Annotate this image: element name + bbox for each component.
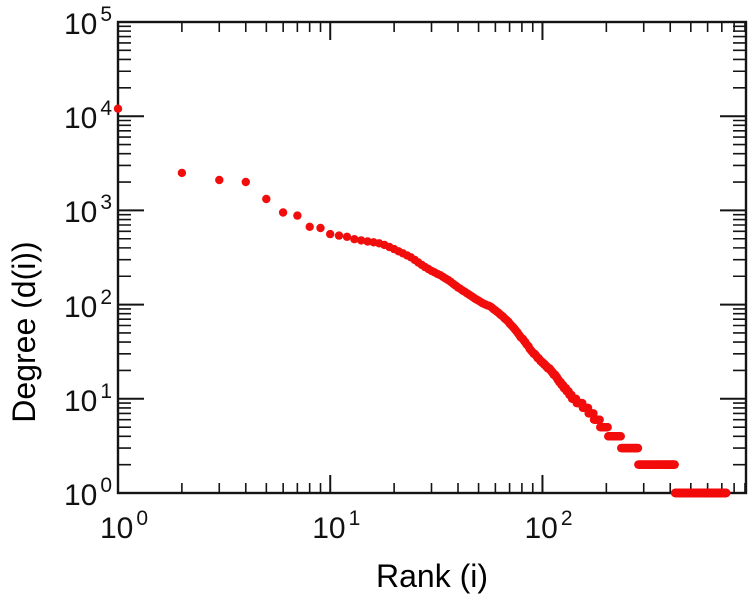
data-point bbox=[113, 104, 123, 113]
data-series-degree bbox=[113, 104, 731, 498]
data-point bbox=[603, 423, 612, 432]
data-point bbox=[357, 236, 366, 245]
x-tick-label-10e2: 10 2 bbox=[524, 507, 573, 545]
y-tick-label-10e2: 10 2 bbox=[63, 285, 112, 324]
data-point bbox=[350, 235, 359, 244]
y-tick-label-10e0: 10 0 bbox=[63, 474, 112, 512]
x-tick-label-10e0: 10 0 bbox=[100, 507, 149, 545]
data-point bbox=[262, 194, 271, 204]
x-tick-label-10e1: 10 1 bbox=[312, 507, 361, 545]
data-point bbox=[589, 409, 598, 418]
data-point bbox=[334, 231, 344, 240]
plot-frame bbox=[116, 20, 748, 495]
y-tick-label-10e5: 10 5 bbox=[63, 3, 112, 41]
data-point bbox=[633, 443, 643, 453]
data-point bbox=[215, 175, 224, 185]
data-point bbox=[342, 232, 352, 241]
data-point bbox=[293, 211, 302, 220]
y-tick-label-10e4: 10 4 bbox=[63, 97, 112, 136]
data-point bbox=[305, 222, 314, 231]
x-axis-label: Rank (i) bbox=[375, 558, 489, 594]
data-point bbox=[326, 229, 335, 239]
major-tick-marks bbox=[117, 21, 746, 494]
data-point bbox=[241, 177, 250, 187]
data-point bbox=[595, 415, 604, 424]
y-axis-label: Degree (d(i)) bbox=[6, 241, 42, 423]
data-point bbox=[278, 208, 288, 217]
data-point bbox=[722, 488, 731, 498]
y-tick-label-10e3: 10 3 bbox=[63, 191, 112, 230]
data-point bbox=[177, 168, 187, 178]
y-tick-label-10e1: 10 1 bbox=[63, 379, 112, 418]
data-point bbox=[670, 460, 679, 469]
data-point bbox=[316, 223, 325, 233]
minor-tick-marks bbox=[118, 22, 746, 493]
data-point bbox=[616, 432, 625, 441]
